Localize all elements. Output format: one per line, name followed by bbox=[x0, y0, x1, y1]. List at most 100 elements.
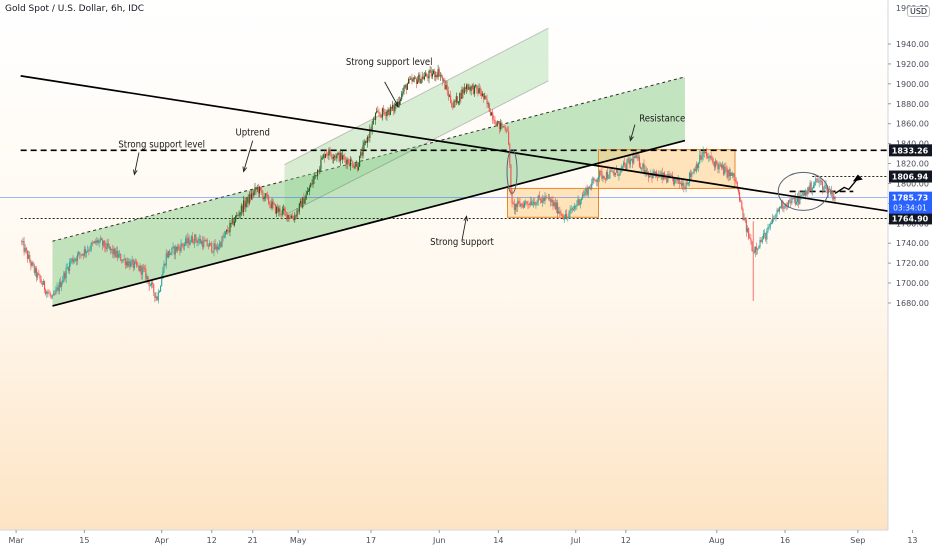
candle bbox=[177, 244, 179, 254]
candle bbox=[677, 175, 679, 184]
candle bbox=[109, 246, 112, 255]
candle-body bbox=[293, 217, 295, 221]
candle-body bbox=[370, 129, 372, 130]
candle-body bbox=[307, 191, 309, 192]
level-price-label: 1806.94 bbox=[892, 173, 929, 182]
candle bbox=[351, 157, 353, 162]
candle-body bbox=[231, 218, 233, 224]
candle bbox=[131, 255, 133, 266]
candle-body bbox=[726, 168, 728, 178]
candle-body bbox=[493, 119, 495, 121]
candle-body bbox=[371, 123, 373, 130]
candle bbox=[108, 243, 110, 251]
candle bbox=[739, 189, 741, 203]
candle-body bbox=[396, 101, 398, 106]
candle-body bbox=[326, 153, 328, 155]
candle bbox=[491, 111, 493, 116]
candle bbox=[335, 153, 337, 161]
candle bbox=[50, 294, 52, 299]
candle-body bbox=[771, 218, 774, 224]
candle-body bbox=[554, 202, 556, 210]
candle-body bbox=[389, 106, 391, 115]
candle bbox=[348, 159, 350, 167]
candle-body bbox=[193, 242, 195, 244]
candle bbox=[158, 290, 160, 294]
time-axis-background bbox=[0, 530, 932, 550]
candle bbox=[809, 179, 811, 192]
candle bbox=[708, 152, 710, 163]
candle-body bbox=[359, 155, 361, 167]
candle-body bbox=[414, 77, 416, 79]
candle bbox=[269, 201, 271, 209]
candle bbox=[406, 82, 408, 90]
candle-body bbox=[654, 171, 656, 176]
candle bbox=[164, 263, 166, 267]
candle-body bbox=[67, 267, 69, 271]
candle-body bbox=[128, 261, 130, 266]
candle bbox=[302, 196, 304, 209]
candle bbox=[706, 147, 708, 159]
candle-body bbox=[574, 206, 576, 209]
candle bbox=[596, 177, 598, 187]
candle-body bbox=[822, 181, 824, 190]
candle-body bbox=[223, 235, 225, 238]
candle bbox=[612, 170, 614, 176]
candle-body bbox=[757, 248, 759, 251]
candle-body bbox=[537, 195, 539, 202]
candle-body bbox=[130, 261, 132, 268]
candle-body bbox=[344, 157, 346, 160]
candle-body bbox=[580, 198, 582, 201]
candle bbox=[734, 174, 736, 181]
candle bbox=[107, 238, 109, 249]
candle bbox=[130, 259, 132, 268]
candle bbox=[375, 112, 377, 125]
currency-badge[interactable]: USD bbox=[907, 6, 931, 17]
candle-body bbox=[194, 234, 196, 244]
candle-body bbox=[695, 164, 697, 172]
candle bbox=[640, 162, 642, 170]
candle bbox=[605, 170, 608, 181]
candle-body bbox=[567, 217, 569, 219]
candle-body bbox=[174, 246, 176, 255]
candle bbox=[501, 120, 503, 130]
candle bbox=[129, 258, 131, 270]
candle-body bbox=[205, 239, 207, 242]
candle bbox=[552, 196, 554, 210]
candle-body bbox=[833, 196, 835, 200]
candle-body bbox=[339, 152, 341, 162]
candle bbox=[478, 83, 480, 95]
candle-body bbox=[610, 170, 612, 172]
candle-body bbox=[199, 238, 201, 244]
candle-body bbox=[243, 200, 245, 213]
candle bbox=[160, 285, 162, 292]
candle bbox=[824, 180, 826, 193]
candle-body bbox=[125, 261, 127, 266]
arrow-strong-support-level-top bbox=[384, 81, 399, 107]
candle bbox=[462, 87, 464, 99]
candle bbox=[450, 90, 452, 104]
candle bbox=[106, 239, 108, 252]
candle bbox=[509, 142, 511, 169]
candle bbox=[263, 196, 265, 202]
candle bbox=[791, 195, 793, 206]
candle-body bbox=[401, 93, 403, 100]
candle bbox=[279, 205, 281, 217]
candle bbox=[314, 174, 316, 179]
candle-body bbox=[480, 92, 482, 96]
candle bbox=[51, 294, 54, 300]
candle bbox=[742, 207, 744, 221]
candle bbox=[21, 239, 23, 246]
candle-body bbox=[272, 201, 274, 205]
candle bbox=[744, 217, 746, 224]
candle bbox=[594, 178, 596, 182]
candle-body bbox=[720, 164, 722, 168]
candle bbox=[278, 205, 280, 217]
candle bbox=[87, 245, 89, 253]
candle bbox=[512, 200, 514, 205]
candle-body bbox=[809, 182, 811, 192]
candle bbox=[439, 72, 441, 81]
candle bbox=[252, 189, 254, 201]
candle bbox=[165, 249, 167, 269]
candle bbox=[136, 259, 138, 268]
